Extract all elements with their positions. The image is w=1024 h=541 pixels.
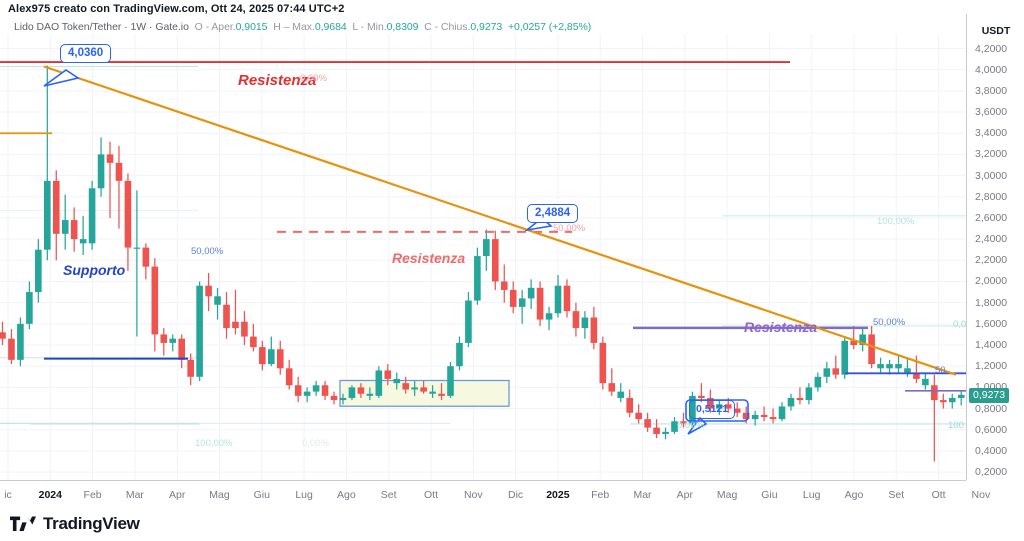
time-tick: Feb [83, 489, 102, 501]
legend-close-value: 0,9273 [470, 21, 503, 33]
fib-label-0-faint: 0,00% [302, 438, 329, 449]
fib-label-100-far: 100 [948, 420, 964, 431]
price-tick: 3,8000 [975, 84, 1008, 97]
legend-change-percent: (+2,85%) [548, 21, 592, 33]
price-tick: 3,0000 [975, 169, 1008, 182]
time-tick: Ago [337, 489, 356, 501]
fib-label-50-left: 50,00% [191, 246, 224, 257]
price-tick: 0,4000 [975, 444, 1008, 457]
fib-label-0-far: 0,0 [953, 319, 966, 330]
legend-change: +0,0257 [507, 21, 546, 33]
fib-label-50-far: 50, [935, 365, 949, 376]
price-axis[interactable]: USDT 4,2000 4,0000 3,8000 3,6000 3,4000 3,200… [966, 14, 1024, 480]
price-tick: 0,8000 [975, 402, 1008, 415]
time-tick: Mag [716, 489, 738, 501]
price-tick: 1,2000 [975, 360, 1008, 373]
price-tick: 3,2000 [975, 148, 1008, 161]
time-tick: Giu [761, 489, 778, 501]
time-tick: Set [888, 489, 905, 501]
footer-bar: TradingView [0, 506, 1024, 541]
time-tick: Mar [633, 489, 652, 501]
annotation-resistenza-mid: Resistenza [392, 250, 466, 266]
time-tick: Lug [802, 489, 821, 501]
legend-interval[interactable]: 1W [130, 21, 147, 33]
callout-high-price[interactable]: 4,0360 [60, 44, 112, 63]
price-tick: 1,4000 [975, 339, 1008, 352]
callout-low-price[interactable]: 0,5121 [689, 400, 736, 419]
time-tick: 2024 [38, 489, 62, 501]
time-tick: Apr [169, 489, 186, 501]
price-tick: 0,2000 [975, 466, 1008, 479]
time-tick: Mar [125, 489, 144, 501]
time-tick: ic [4, 489, 12, 501]
fib-lines [0, 65, 966, 425]
fib-label-100-left: 100,00% [195, 438, 233, 449]
price-tick: 3,4000 [975, 127, 1008, 140]
time-tick: Ott [931, 489, 946, 501]
price-tick: 2,6000 [975, 211, 1008, 224]
time-tick: Apr [676, 489, 693, 501]
time-tick: Ago [844, 489, 864, 501]
time-tick: Set [380, 489, 397, 501]
price-tick: 1,6000 [975, 317, 1008, 330]
legend-open-label: O - Aper. [194, 21, 236, 33]
fib-label-50-mid: 50,00% [553, 223, 586, 234]
tradingview-wordmark: TradingView [43, 514, 140, 533]
legend-symbol[interactable]: Lido DAO Token/Tether [14, 21, 122, 33]
price-tick: 2,4000 [975, 233, 1008, 246]
annotation-resistenza-purple: Resistenza [744, 319, 818, 335]
overlay-lines[interactable] [0, 61, 966, 435]
price-tick: 4,2000 [975, 42, 1008, 55]
callout-mid-price[interactable]: 2,4884 [527, 204, 579, 223]
legend-close-label: C - Chius. [424, 21, 471, 33]
chart-plot-area[interactable]: Resistenza Resistenza Resistenza Support… [0, 34, 966, 480]
time-tick: Dic [508, 489, 524, 501]
time-tick: 2025 [546, 489, 570, 501]
consolidation-rect[interactable] [339, 379, 510, 407]
legend-open-value: 0,9015 [235, 21, 268, 33]
tradingview-mark-icon [10, 516, 36, 531]
time-axis[interactable]: ic 2024 Feb Mar Apr Mag Giu Lug Ago Set Ott Nov Dic 2… [0, 480, 990, 507]
fib-label-0-top: 0,00% [300, 73, 327, 84]
legend-low-label: L - Min. [352, 21, 387, 33]
fib-label-100-right: 100,00% [877, 216, 915, 227]
time-tick: Nov [971, 489, 991, 501]
fib-label-0-bottom: 0,00% [677, 420, 704, 431]
time-tick: Mag [209, 489, 230, 501]
annotation-resistenza-top: Resistenza [238, 72, 317, 89]
price-tick: 2,8000 [975, 190, 1008, 203]
time-tick: Nov [463, 489, 483, 501]
time-tick: Feb [591, 489, 610, 501]
time-tick: Giu [253, 489, 270, 501]
price-tick: 3,6000 [975, 106, 1008, 119]
chart-legend: Lido DAO Token/Tether · 1W · Gate.io O -… [14, 21, 592, 33]
price-tick: 4,0000 [975, 63, 1008, 76]
price-tick: 0,6000 [975, 423, 1008, 436]
price-axis-unit: USDT [981, 25, 1011, 37]
watermark-credit: Alex975 creato con TradingView.com, Ott … [8, 3, 345, 15]
candles [0, 65, 965, 462]
legend-high-label: H – Max. [273, 21, 315, 33]
legend-exchange[interactable]: Gate.io [155, 21, 189, 33]
time-tick: Ott [423, 489, 439, 501]
tradingview-logo[interactable]: TradingView [10, 514, 140, 534]
legend-high-value: 0,9684 [314, 21, 347, 33]
candlestick-canvas [0, 34, 966, 480]
current-price-badge: 0,9273 [969, 387, 1010, 403]
time-tick: Lug [295, 489, 313, 501]
fib-label-50-right: 50,00% [873, 317, 906, 328]
legend-low-value: 0,8309 [386, 21, 419, 33]
price-tick: 1,8000 [975, 296, 1008, 309]
price-tick: 2,2000 [975, 254, 1008, 267]
annotation-supporto: Supporto [63, 262, 126, 278]
price-tick: 2,0000 [975, 275, 1008, 288]
